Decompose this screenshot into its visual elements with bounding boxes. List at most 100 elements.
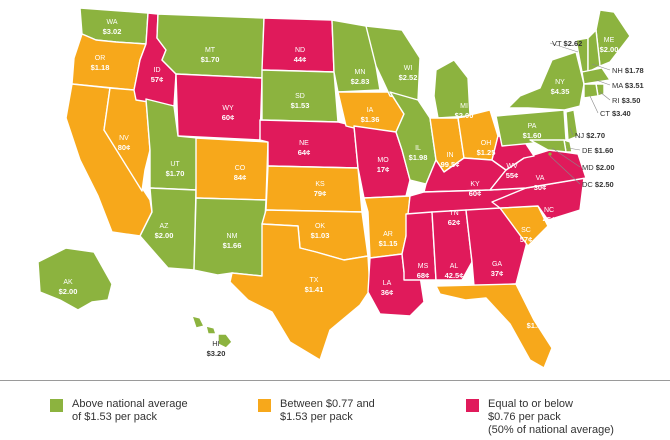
state-label-in-abbr: IN: [447, 152, 454, 159]
state-label-ks-value: 79¢: [314, 189, 327, 198]
state-label-mi-abbr: MI: [460, 103, 468, 110]
leader-line-vt: [549, 42, 579, 53]
state-label-ct: CT $3.40: [600, 109, 631, 118]
state-label-mn-value: $2.83: [351, 77, 370, 86]
state-dc: [548, 152, 552, 156]
state-label-az-abbr: AZ: [160, 223, 170, 230]
leader-line-ct: [589, 95, 599, 114]
state-label-ia-abbr: IA: [367, 107, 374, 114]
state-ma: [581, 67, 611, 85]
state-label-me-value: $2.00: [600, 45, 619, 54]
legend-label-between: Between $0.77 and $1.53 per pack: [280, 398, 375, 423]
state-label-nd-value: 44¢: [294, 55, 307, 64]
state-label-ak-value: $2.00: [59, 287, 78, 296]
state-label-sc-value: 57¢: [520, 235, 533, 244]
legend-swatch-between: [258, 399, 271, 412]
state-label-co-abbr: CO: [235, 165, 246, 172]
state-label-ky-value: 60¢: [469, 189, 482, 198]
state-label-wv-value: 55¢: [506, 171, 519, 180]
state-label-nj: NJ $2.70: [575, 131, 605, 140]
state-label-nv-abbr: NV: [119, 135, 129, 142]
state-nj: [565, 109, 579, 141]
state-label-wv-abbr: WV: [506, 163, 518, 170]
state-ne: [259, 119, 359, 169]
state-label-nc-abbr: NC: [544, 207, 554, 214]
state-label-sc-abbr: SC: [521, 227, 531, 234]
leader-line-ma: [595, 79, 611, 86]
state-label-hi-value: $3.20: [207, 349, 226, 358]
state-label-ga-abbr: GA: [492, 261, 502, 268]
legend-item-below: Equal to or below $0.76 per pack (50% of…: [466, 398, 614, 437]
state-label-id-abbr: ID: [154, 67, 161, 74]
state-ny: [507, 51, 585, 111]
state-label-md: MD $2.00: [582, 163, 615, 172]
state-label-al-abbr: AL: [450, 263, 459, 270]
state-mt: [156, 13, 265, 79]
state-label-mo-value: 17¢: [377, 165, 390, 174]
state-label-me-abbr: ME: [604, 37, 615, 44]
state-label-la-value: 36¢: [381, 288, 394, 297]
state-label-ga-value: 37¢: [491, 269, 504, 278]
state-label-ut-value: $1.70: [166, 169, 185, 178]
leader-line-md: [551, 147, 581, 168]
state-wy: [175, 73, 263, 141]
state-label-ms-value: 68¢: [417, 271, 430, 280]
leader-line-ri: [599, 91, 611, 101]
state-fl: [435, 283, 553, 369]
state-label-va-abbr: VA: [536, 175, 545, 182]
state-label-nh: NH $1.78: [612, 66, 644, 75]
state-al: [431, 209, 473, 281]
leader-line-nh: [591, 63, 611, 71]
leader-line-dc: [549, 155, 581, 185]
state-label-mt-value: $1.70: [201, 55, 220, 64]
state-label-sd-abbr: SD: [295, 93, 305, 100]
state-ct: [583, 83, 599, 99]
state-label-fl-value: $1.33: [527, 321, 546, 330]
state-label-wi-value: $2.52: [399, 73, 418, 82]
state-label-ri: RI $3.50: [612, 96, 640, 105]
legend-item-above: Above national average of $1.53 per pack: [50, 398, 188, 424]
us-choropleth-map: WA$3.02OR$1.18CA87¢NV80¢ID57¢MT$1.70WY60…: [37, 7, 644, 369]
state-label-or-abbr: OR: [95, 55, 106, 62]
state-label-al-value: 42.5¢: [445, 271, 464, 280]
state-label-ak-abbr: AK: [63, 279, 73, 286]
state-label-ks-abbr: KS: [315, 181, 325, 188]
state-label-co-value: 84¢: [234, 173, 247, 182]
state-label-mn-abbr: MN: [355, 69, 366, 76]
state-label-il-abbr: IL: [415, 145, 421, 152]
state-label-ms-abbr: MS: [418, 263, 429, 270]
state-il: [389, 91, 437, 185]
state-label-wi-abbr: WI: [404, 65, 413, 72]
state-label-ok-abbr: OK: [315, 223, 325, 230]
legend-label-above: Above national average of $1.53 per pack: [72, 398, 188, 423]
state-ak: [37, 247, 113, 311]
state-label-oh-value: $1.25: [477, 148, 496, 157]
state-hi: [191, 315, 233, 349]
state-label-ut-abbr: UT: [170, 161, 180, 168]
state-label-wa-value: $3.02: [103, 27, 122, 36]
leader-line-nj: [569, 127, 574, 136]
state-label-dc: DC $2.50: [582, 180, 614, 189]
legend-swatch-above: [50, 399, 63, 412]
state-label-va-value: 30¢: [534, 183, 547, 192]
state-label-ok-value: $1.03: [311, 231, 330, 240]
legend-item-between: Between $0.77 and $1.53 per pack: [258, 398, 375, 424]
state-label-ca-value: 87¢: [77, 183, 90, 192]
state-label-ne-value: 64¢: [298, 148, 311, 157]
state-label-sd-value: $1.53: [291, 101, 310, 110]
state-label-wy-value: 60¢: [222, 113, 235, 122]
legend-swatch-below: [466, 399, 479, 412]
state-label-ar-abbr: AR: [383, 231, 393, 238]
state-label-ky-abbr: KY: [470, 181, 480, 188]
state-label-nm-value: $1.66: [223, 241, 242, 250]
state-label-ny-value: $4.35: [551, 87, 570, 96]
state-label-mt-abbr: MT: [205, 47, 216, 54]
legend-divider: [0, 380, 670, 381]
state-label-hi-abbr: HI: [212, 339, 220, 348]
state-label-ny-abbr: NY: [555, 79, 565, 86]
state-label-tn-abbr: TN: [449, 210, 458, 217]
legend-label-below: Equal to or below $0.76 per pack (50% of…: [488, 398, 614, 436]
state-label-mo-abbr: MO: [377, 157, 389, 164]
state-label-la-abbr: LA: [383, 280, 392, 287]
state-label-de: DE $1.60: [582, 146, 613, 155]
